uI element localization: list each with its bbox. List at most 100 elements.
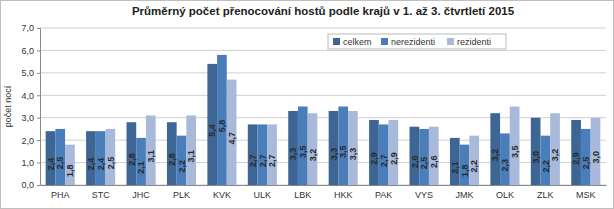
x-tick-label: LBK [294,190,311,200]
bar [419,129,429,185]
data-label: 2,7 [267,154,277,167]
bar [177,136,187,185]
bar [55,129,65,185]
data-label: 3,0 [591,151,601,164]
y-tick-mark [37,185,40,186]
bar [450,138,460,185]
bar [105,129,115,185]
data-label: 2,9 [388,152,398,165]
data-label: 2,2 [541,160,551,173]
legend-label: celkem [343,37,372,47]
bar [146,115,156,185]
legend-item: nerezidenti [381,37,435,47]
data-label: 2,2 [469,160,479,173]
bar [86,131,96,185]
bar [379,124,389,185]
bar [288,111,298,185]
y-tick-label: 7,0 [21,23,34,33]
x-tick: ULK [254,185,272,200]
x-tick: MSK [576,185,596,200]
y-tick-mark [37,95,40,96]
grid-line [40,28,606,29]
x-tick-label: JMK [456,190,474,200]
data-label: 2,5 [581,157,591,170]
legend-label: rezidenti [457,37,491,47]
y-axis: 0,01,02,03,04,05,06,07,0 [21,23,40,190]
y-tick-mark [37,73,40,74]
bar [531,118,541,185]
bar [490,113,500,185]
legend-swatch [447,38,454,45]
x-tick-label: PLK [173,190,190,200]
x-tick-label: JHC [132,190,150,200]
grid-line [40,117,606,118]
bar [571,120,581,185]
data-label: 2,1 [136,161,146,174]
data-label: 2,8 [167,153,177,166]
x-tick-label: ULK [254,190,272,200]
bar [338,107,348,186]
data-label: 3,2 [308,149,318,162]
bar [591,118,601,185]
y-tick-mark [37,50,40,51]
data-label: 2,2 [177,160,187,173]
x-tick: OLK [496,185,514,200]
chart: Průměrný počet přenocování hostů podle k… [0,0,614,209]
data-label: 3,0 [531,151,541,164]
legend-item: rezidenti [447,37,491,47]
x-tick: PLK [173,185,190,200]
data-label: 4,7 [227,132,237,145]
data-label: 1,8 [65,165,75,178]
data-label: 2,9 [369,152,379,165]
bar [217,55,227,185]
y-tick-mark [37,163,40,164]
data-label: 2,6 [429,156,439,169]
bar [541,136,551,185]
bar [410,127,420,185]
data-label: 2,4 [96,158,106,171]
grid [40,28,606,185]
x-tick-label: ZLK [537,190,554,200]
legend: celkem nerezidenti rezidenti [328,34,506,49]
chart-frame [1,1,614,209]
data-labels: 2,42,42,82,85,42,73,33,32,92,62,13,23,02… [46,120,601,177]
y-tick: 5,0 [21,68,40,78]
y-tick: 1,0 [21,158,40,168]
x-axis-line [41,185,607,186]
legend-item: celkem [333,37,372,47]
x-tick-label: PAK [375,190,392,200]
bar [369,120,379,185]
grid-line [40,50,606,51]
bar [581,129,591,185]
data-label: 3,3 [329,148,339,161]
bar [267,124,277,185]
x-axis: PHASTCJHCPLKKVKULKLBKHKKPAKVYSJMKOLKZLKM… [41,185,607,200]
y-tick: 3,0 [21,113,40,123]
x-tick-label: OLK [496,190,514,200]
data-label: 3,5 [510,145,520,158]
bar [329,111,339,185]
y-tick: 4,0 [21,91,40,101]
x-tick-label: HKK [334,190,353,200]
data-label: 2,5 [55,157,65,170]
x-tick: PHA [51,185,70,200]
x-tick: JMK [456,185,474,200]
bar [136,138,146,185]
bar [186,115,196,185]
legend-swatch [381,38,388,45]
data-label: 2,6 [410,156,420,169]
x-tick: HKK [334,185,353,200]
x-tick-label: KVK [213,190,231,200]
data-label: 2,3 [500,159,510,172]
bar [469,136,479,185]
grid-line [40,162,606,163]
data-label: 3,2 [490,149,500,162]
bar [65,145,75,185]
x-tick: JHC [132,185,150,200]
bars [46,55,601,185]
bar [248,124,258,185]
data-label: 2,4 [46,158,56,171]
data-label: 2,7 [379,154,389,167]
y-tick-label: 3,0 [21,113,34,123]
bar [550,113,560,185]
